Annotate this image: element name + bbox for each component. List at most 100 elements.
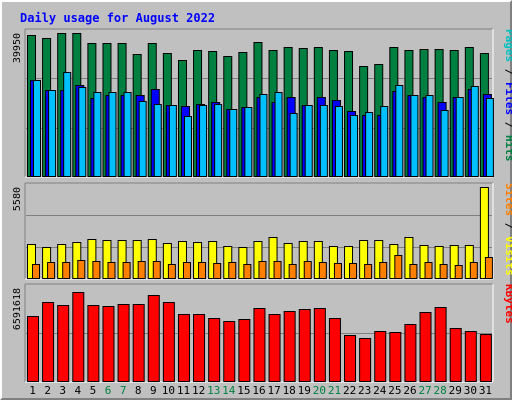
visits-visits-bar: [404, 237, 414, 279]
visits-sites-bar: [77, 260, 86, 279]
x-tick-label: 31: [479, 384, 492, 397]
hits-pages-bar: [199, 105, 208, 177]
chart-title: Daily usage for August 2022: [20, 11, 215, 25]
x-tick-label: 18: [283, 384, 296, 397]
x-tick-label: 4: [75, 384, 82, 397]
visits-sites-bar: [228, 262, 237, 279]
kbytes-kbytes-bar: [449, 328, 462, 382]
hits-pages-bar: [395, 85, 404, 177]
visits-visits-bar: [27, 244, 36, 279]
hits-pages-bar: [440, 110, 449, 177]
visits-visits-bar: [193, 242, 203, 279]
legend-entry: Files: [503, 82, 512, 115]
kbytes-kbytes-bar: [147, 295, 160, 382]
legend-entry: /: [503, 216, 512, 236]
legend-entry: /: [503, 115, 512, 135]
x-tick-label: 14: [222, 384, 236, 397]
x-tick-label: 2: [44, 384, 51, 397]
hits-pages-bar: [425, 95, 434, 177]
visits-visits-bar: [147, 239, 157, 279]
visits-sites-bar: [439, 264, 448, 279]
visits-sites-bar: [122, 262, 131, 279]
kbytes-kbytes-bar: [57, 305, 70, 382]
panel-visits-ymax-label: 5580: [12, 187, 23, 211]
kbytes-kbytes-bar: [479, 334, 492, 382]
x-tick-label: 10: [162, 384, 175, 397]
visits-sites-bar: [182, 262, 191, 279]
hits-pages-bar: [168, 105, 177, 177]
kbytes-kbytes-bar: [102, 306, 115, 382]
kbytes-kbytes-bar: [87, 305, 100, 382]
x-tick-label: 9: [150, 384, 157, 397]
visits-sites-bar: [288, 264, 297, 279]
visits-sites-bar: [32, 264, 40, 279]
hits-pages-bar: [138, 101, 147, 177]
x-tick-label: 15: [237, 384, 250, 397]
x-tick-label: 26: [403, 384, 416, 397]
visits-sites-bar: [137, 261, 146, 279]
visits-visits-bar: [57, 244, 67, 279]
visits-visits-bar: [102, 240, 112, 279]
kbytes-kbytes-bar: [238, 319, 251, 382]
hits-pages-bar: [304, 105, 313, 177]
hits-pages-bar: [33, 80, 41, 177]
x-tick-label: 23: [358, 384, 371, 397]
panel-visits-legend: Sites / Visits: [503, 183, 512, 276]
legend-entry: Hits: [503, 135, 512, 162]
x-tick-label: 13: [207, 384, 220, 397]
x-tick-label: 11: [177, 384, 190, 397]
kbytes-kbytes-bar: [374, 331, 387, 382]
hits-pages-bar: [183, 116, 192, 177]
x-tick-label: 6: [105, 384, 112, 397]
visits-sites-bar: [167, 264, 176, 279]
hits-pages-bar: [93, 92, 102, 177]
kbytes-kbytes-bar: [42, 302, 55, 382]
hits-pages-bar: [289, 113, 298, 177]
visits-visits-bar: [238, 247, 248, 279]
hits-pages-bar: [365, 112, 374, 177]
visits-visits-bar: [283, 243, 293, 279]
visits-sites-bar: [198, 262, 207, 279]
kbytes-kbytes-bar: [344, 335, 357, 382]
visits-visits-bar: [449, 245, 459, 279]
visits-visits-bar: [117, 240, 127, 279]
visits-visits-bar: [253, 241, 263, 279]
visits-visits-bar: [162, 243, 172, 279]
visits-sites-bar: [454, 265, 463, 279]
visits-sites-bar: [107, 262, 116, 279]
panel-hits-legend: Pages / Files / Hits: [503, 29, 512, 162]
kbytes-kbytes-bar: [117, 304, 130, 382]
hits-pages-bar: [350, 115, 359, 177]
x-tick-label: 30: [464, 384, 477, 397]
hits-pages-bar: [259, 94, 268, 177]
visits-sites-bar: [333, 263, 342, 279]
visits-sites-bar: [349, 263, 358, 279]
x-tick-label: 17: [267, 384, 280, 397]
hits-pages-bar: [229, 109, 238, 177]
visits-visits-bar: [328, 246, 338, 279]
hits-pages-bar: [78, 87, 87, 177]
hits-pages-bar: [455, 97, 464, 177]
x-tick-label: 12: [192, 384, 205, 397]
hits-pages-bar: [153, 104, 162, 177]
hits-pages-bar: [123, 92, 132, 177]
kbytes-kbytes-bar: [177, 314, 190, 382]
kbytes-kbytes-bar: [328, 318, 341, 382]
visits-sites-bar: [47, 262, 56, 279]
kbytes-kbytes-bar: [313, 308, 326, 382]
visits-visits-bar: [208, 241, 218, 279]
kbytes-kbytes-bar: [27, 316, 39, 382]
visits-sites-bar: [62, 262, 71, 279]
visits-visits-bar: [313, 241, 323, 279]
hits-pages-bar: [48, 90, 57, 177]
x-tick-label: 3: [59, 384, 66, 397]
kbytes-kbytes-bar: [419, 312, 432, 382]
hits-pages-bar: [274, 92, 283, 177]
x-tick-label: 1: [29, 384, 36, 397]
legend-entry: Sites: [503, 183, 512, 216]
visits-sites-bar: [364, 264, 373, 279]
x-tick-label: 19: [298, 384, 311, 397]
x-tick-label: 25: [388, 384, 401, 397]
kbytes-kbytes-bar: [389, 332, 402, 382]
